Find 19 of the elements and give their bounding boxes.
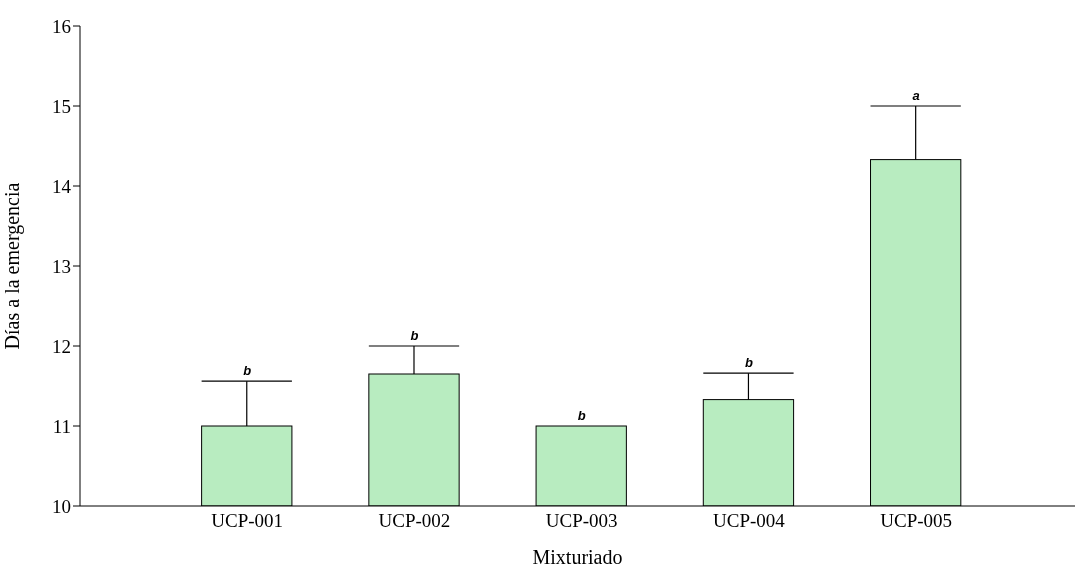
annotation: a	[912, 88, 920, 103]
y-axis-title: Días a la emergencia	[1, 182, 25, 350]
annotation: b	[410, 328, 419, 343]
y-tick-label: 12	[52, 335, 71, 357]
y-tick-label: 11	[52, 415, 71, 437]
x-tick-label: UCP-005	[880, 510, 953, 532]
annotation: b	[744, 355, 753, 371]
x-tick-label: UCP-001	[211, 510, 284, 532]
annotation: b	[243, 363, 252, 379]
annotation: b	[577, 408, 586, 423]
y-tick-label: 15	[52, 95, 71, 117]
y-tick-label: 14	[52, 175, 72, 197]
x-tick-label: UCP-004	[713, 510, 786, 532]
y-tick-label: 10	[52, 495, 71, 517]
y-tick-label: 16	[52, 15, 71, 37]
x-tick-label: UCP-002	[378, 510, 451, 532]
x-tick-label: UCP-003	[545, 510, 618, 532]
x-axis-title: Mixturiado	[532, 546, 623, 564]
y-tick-label: 13	[52, 255, 71, 277]
